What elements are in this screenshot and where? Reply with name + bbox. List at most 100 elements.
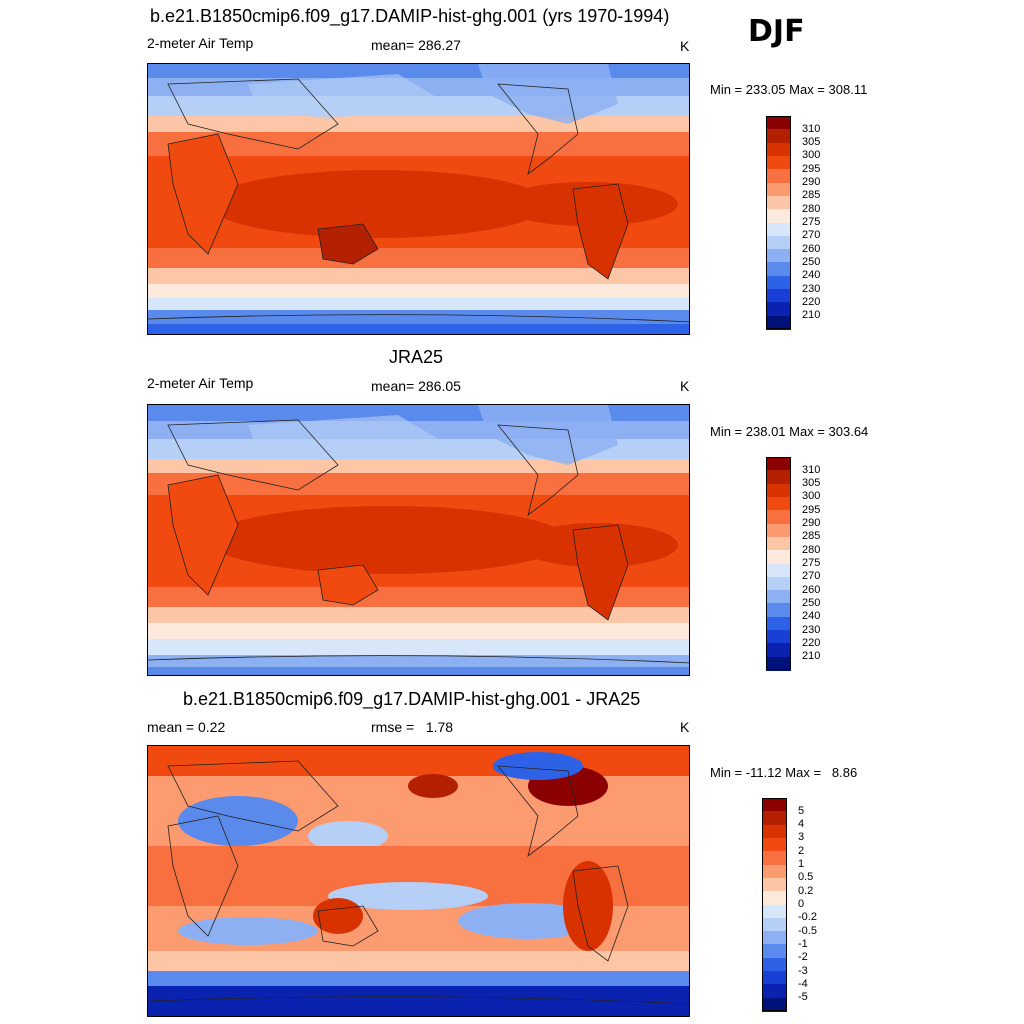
colorbar-tick-label: 220 — [802, 295, 821, 308]
colorbar-swatch — [766, 510, 791, 525]
colorbar-swatch — [766, 262, 791, 277]
colorbar-tick-label: -2 — [798, 951, 808, 964]
colorbar-swatch — [762, 864, 787, 879]
colorbar-swatch — [766, 315, 791, 330]
colorbar-tick-label: -4 — [798, 977, 808, 990]
colorbar-swatch — [766, 483, 791, 498]
panel-diff-map — [147, 745, 690, 1017]
colorbar-tick-label: 210 — [802, 650, 821, 663]
season-label: DJF — [748, 14, 805, 49]
panel-diff-units: K — [680, 719, 690, 735]
colorbar-tick-label: 240 — [802, 610, 821, 623]
colorbar-swatch — [762, 798, 787, 812]
colorbar-swatch — [762, 877, 787, 892]
panel-model-title: b.e21.B1850cmip6.f09_g17.DAMIP-hist-ghg.… — [150, 6, 670, 26]
colorbar-swatch — [762, 811, 787, 826]
colorbar-swatch — [762, 997, 787, 1012]
colorbar-swatch — [766, 536, 791, 551]
colorbar-swatch — [766, 656, 791, 671]
colorbar-swatch — [766, 142, 791, 157]
colorbar-tick-label: 310 — [802, 463, 821, 476]
panel-model-minmax: Min = 233.05 Max = 308.11 — [710, 82, 868, 97]
colorbar-swatch — [762, 917, 787, 932]
colorbar-swatch — [766, 222, 791, 237]
colorbar-tick-label: 0.2 — [798, 884, 814, 897]
colorbar-swatch — [766, 630, 791, 644]
colorbar-swatch — [766, 249, 791, 263]
colorbar-tick-label: 2 — [798, 844, 805, 857]
colorbar-swatch — [766, 590, 791, 604]
colorbar-tick-label: -0.5 — [798, 924, 817, 937]
colorbar-tick-label: -1 — [798, 937, 808, 950]
colorbar-swatch — [762, 891, 787, 905]
panel-model-map-field — [148, 64, 689, 334]
colorbar-tick-label: 270 — [802, 229, 821, 242]
panel-model-colorbar: 310 305 300 295 290 285 280 275 270 260 250 240 230 2… — [766, 116, 856, 330]
panel-obs-title: JRA25 — [389, 347, 444, 367]
colorbar-swatch — [766, 195, 791, 210]
colorbar-swatch — [766, 209, 791, 223]
colorbar-tick-label: 250 — [802, 596, 821, 609]
colorbar-swatch — [766, 302, 791, 317]
colorbar-swatch — [762, 904, 787, 919]
panel-diff-mean-label: mean = 0.22 — [147, 719, 226, 735]
colorbar-tick-label: 260 — [802, 583, 821, 596]
colorbar-swatch — [766, 616, 791, 631]
colorbar-tick-label: 5 — [798, 804, 805, 817]
colorbar-swatch — [766, 235, 791, 250]
colorbar-tick-label: 230 — [802, 282, 821, 295]
colorbar-swatch — [762, 944, 787, 959]
colorbar-tick-label: 295 — [802, 503, 821, 516]
panel-obs-map-field — [148, 405, 689, 675]
colorbar-tick-label: 210 — [802, 309, 821, 322]
colorbar-tick-label: 220 — [802, 636, 821, 649]
colorbar-tick-label: 280 — [802, 543, 821, 556]
colorbar-tick-label: 0.5 — [798, 871, 814, 884]
colorbar-tick-label: 300 — [802, 149, 821, 162]
colorbar-tick-label: -5 — [798, 991, 808, 1004]
panel-diff-minmax: Min = -11.12 Max = 8.86 — [710, 765, 858, 780]
colorbar-tick-label: 305 — [802, 136, 821, 149]
colorbar-swatch — [766, 289, 791, 303]
colorbar-swatch — [766, 155, 791, 170]
colorbar-swatch — [762, 851, 787, 866]
panel-model-mean-label: mean= 286.27 — [371, 37, 461, 53]
colorbar-tick-label: 305 — [802, 477, 821, 490]
colorbar-tick-label: -3 — [798, 964, 808, 977]
colorbar-tick-label: 250 — [802, 255, 821, 268]
colorbar-tick-label: 275 — [802, 216, 821, 228]
colorbar-swatch — [766, 182, 791, 197]
colorbar-swatch — [766, 563, 791, 578]
colorbar-tick-label: 0 — [798, 898, 805, 910]
panel-obs-units: K — [680, 378, 690, 394]
colorbar-tick-label: 285 — [802, 530, 821, 543]
colorbar-swatch — [762, 824, 787, 839]
colorbar-tick-label: 260 — [802, 242, 821, 255]
colorbar-swatch — [766, 275, 791, 290]
colorbar-swatch — [766, 603, 791, 618]
panel-model-map — [147, 63, 690, 335]
panel-diff-rmse-label: rmse = 1.78 — [371, 719, 454, 735]
colorbar-tick-label: 3 — [798, 831, 805, 844]
colorbar-tick-label: 4 — [798, 818, 805, 831]
colorbar-tick-label: 285 — [802, 189, 821, 202]
colorbar-tick-label: 290 — [802, 176, 821, 189]
panel-diff-colorbar: 5 4 3 2 1 0.5 0.2 0 -0.2 -0.5 -1 -2 -3 -4 -5 — [762, 798, 852, 1012]
colorbar-tick-label: 270 — [802, 570, 821, 583]
colorbar-swatch — [766, 116, 791, 130]
colorbar-swatch — [766, 496, 791, 511]
panel-obs-mean-label: mean= 286.05 — [371, 378, 461, 394]
colorbar-swatch — [762, 971, 787, 985]
colorbar-swatch — [762, 984, 787, 999]
colorbar-tick-label: 280 — [802, 202, 821, 215]
colorbar-tick-label: 275 — [802, 557, 821, 569]
colorbar-tick-label: 230 — [802, 623, 821, 636]
colorbar-swatch — [766, 470, 791, 485]
panel-obs-minmax: Min = 238.01 Max = 303.64 — [710, 424, 869, 439]
colorbar-tick-label: 240 — [802, 269, 821, 282]
colorbar-tick-label: 295 — [802, 162, 821, 175]
panel-model-units: K — [680, 38, 690, 54]
colorbar-tick-label: 310 — [802, 122, 821, 135]
colorbar-tick-label: 290 — [802, 517, 821, 530]
panel-obs-colorbar: 310 305 300 295 290 285 280 275 270 260 250 240 230 2… — [766, 457, 856, 671]
